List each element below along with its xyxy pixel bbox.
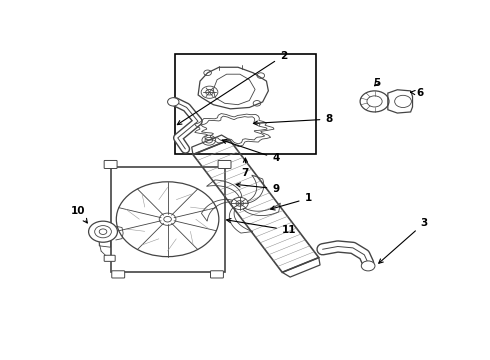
Text: 1: 1 [270, 193, 312, 210]
Text: 2: 2 [177, 51, 287, 125]
Circle shape [361, 261, 375, 271]
Circle shape [168, 98, 179, 106]
Bar [175, 54, 316, 154]
FancyBboxPatch shape [218, 161, 231, 168]
Text: 6: 6 [411, 88, 424, 98]
Text: 3: 3 [379, 219, 428, 263]
Text: 7: 7 [242, 158, 249, 179]
Text: 4: 4 [222, 139, 279, 163]
Text: 10: 10 [71, 206, 87, 223]
Text: 8: 8 [253, 114, 333, 125]
Circle shape [89, 221, 118, 242]
Text: 11: 11 [226, 219, 296, 235]
Text: 5: 5 [373, 78, 380, 89]
Text: 9: 9 [236, 183, 279, 194]
FancyBboxPatch shape [104, 161, 117, 168]
FancyBboxPatch shape [112, 271, 124, 278]
FancyBboxPatch shape [211, 271, 223, 278]
Bar [111, 167, 224, 272]
FancyBboxPatch shape [104, 255, 115, 261]
